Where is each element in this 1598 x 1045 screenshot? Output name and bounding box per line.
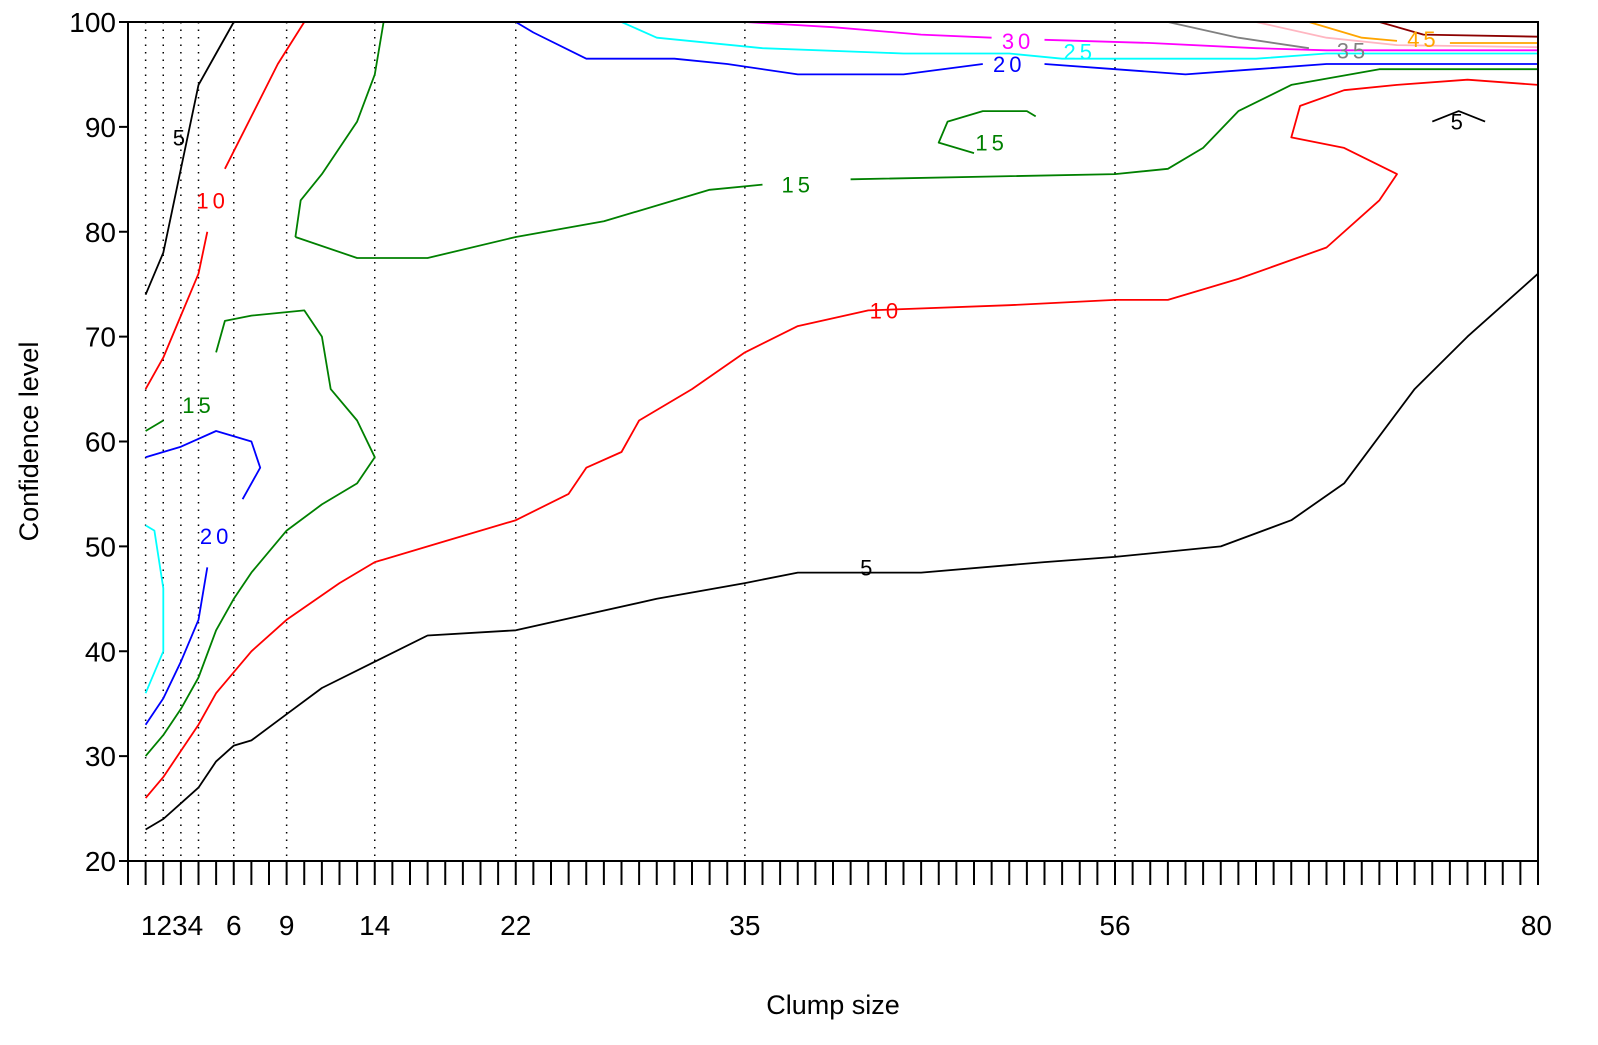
x-tick-label: 9 <box>279 910 295 941</box>
y-tick-label: 30 <box>85 741 116 772</box>
contour-line-5 <box>144 21 235 296</box>
contour-label-15: 15 <box>975 131 1007 156</box>
contour-line-20 <box>515 21 983 76</box>
contour-label-5: 5 <box>173 125 189 150</box>
contour-line-20 <box>144 567 209 726</box>
y-tick-label: 80 <box>85 217 116 248</box>
contour-labels: 5 5 5 10 10 15 15 15 20 20 25 30 35 45 <box>173 27 1467 581</box>
contour-line-15 <box>937 110 1037 154</box>
contour-label-45: 45 <box>1407 27 1439 52</box>
contour-line-30 <box>1044 38 1538 52</box>
x-tick-label: 56 <box>1099 910 1130 941</box>
contour-line-10 <box>144 78 1539 799</box>
contour-line-35 <box>1167 21 1310 50</box>
contour-line-10 <box>224 21 306 170</box>
x-axis-title: Clump size <box>766 990 900 1020</box>
contour-label-30: 30 <box>1002 29 1034 54</box>
y-tick-label: 40 <box>85 636 116 667</box>
contour-label-15: 15 <box>782 173 814 198</box>
y-tick-label: 90 <box>85 112 116 143</box>
x-tick-label: 35 <box>729 910 760 941</box>
y-tick-label: 60 <box>85 427 116 458</box>
x-tick-label: 6 <box>226 910 242 941</box>
contour-line-20 <box>1044 63 1538 76</box>
contour-line-15 <box>294 21 385 238</box>
y-tick-label: 50 <box>85 531 116 562</box>
contour-line-5 <box>145 273 1539 831</box>
y-tick-label: 20 <box>85 846 116 877</box>
contour-line-10 <box>144 231 209 390</box>
contour-line-25 <box>144 524 165 694</box>
contour-label-5: 5 <box>860 555 876 580</box>
x-tick-label: 22 <box>500 910 531 941</box>
x-tick-label: 14 <box>359 910 390 941</box>
contour-line-50 <box>1379 21 1539 38</box>
contour-label-20: 20 <box>993 52 1025 77</box>
contour-line-25 <box>621 21 1538 60</box>
y-axis-title: Confidence level <box>14 342 44 542</box>
contour-line-15 <box>144 309 376 757</box>
contour-label-15: 15 <box>182 393 214 418</box>
y-tick-label: 100 <box>69 7 116 38</box>
contour-lines <box>144 21 1539 831</box>
contour-line-45 <box>1308 21 1398 42</box>
contour-line-15 <box>295 183 763 259</box>
x-tick-label: 80 <box>1521 910 1552 941</box>
contour-label-35: 35 <box>1337 38 1369 63</box>
contour-label-25: 25 <box>1064 39 1096 64</box>
grid-lines <box>144 22 1116 861</box>
contour-label-10: 10 <box>870 298 902 323</box>
contour-line-5 <box>1431 110 1486 123</box>
contour-line-15 <box>850 68 1538 181</box>
contour-label-20: 20 <box>200 524 232 549</box>
contour-line-15 <box>145 419 164 432</box>
contour-line-30 <box>744 21 992 39</box>
contour-label-10: 10 <box>196 188 228 213</box>
contour-line-20 <box>145 430 262 500</box>
y-tick-label: 70 <box>85 322 116 353</box>
x-tick-label: 1234 <box>141 910 203 941</box>
contour-line-40 <box>1255 21 1539 49</box>
contour-label-5: 5 <box>1451 110 1467 135</box>
